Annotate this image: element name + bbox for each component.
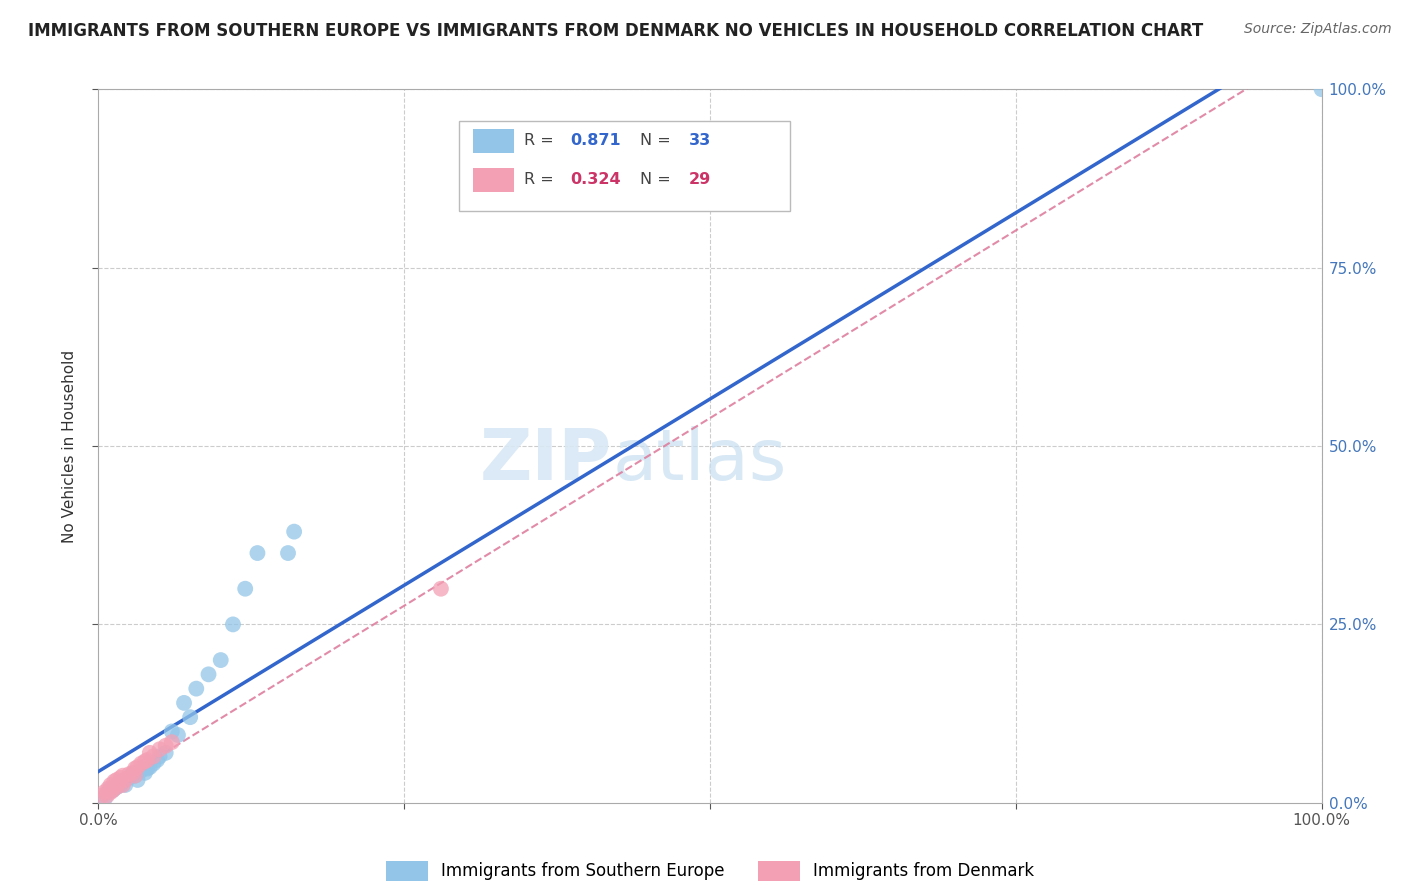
Point xyxy=(129,756,152,771)
Point xyxy=(110,771,132,785)
FancyBboxPatch shape xyxy=(460,121,790,211)
Point xyxy=(186,681,208,696)
Point xyxy=(222,617,245,632)
Point xyxy=(97,785,120,799)
Point xyxy=(149,742,172,756)
Point xyxy=(246,546,269,560)
Point xyxy=(142,749,165,764)
Point xyxy=(118,767,141,781)
Point xyxy=(105,780,128,794)
Point xyxy=(97,781,120,796)
FancyBboxPatch shape xyxy=(472,168,515,192)
Point xyxy=(1310,82,1333,96)
Point xyxy=(139,746,162,760)
Point xyxy=(105,772,128,787)
Point xyxy=(233,582,256,596)
Point xyxy=(142,756,165,771)
Point xyxy=(283,524,305,539)
Point xyxy=(118,771,141,785)
Text: atlas: atlas xyxy=(612,425,786,495)
Text: 0.324: 0.324 xyxy=(571,171,621,186)
Point xyxy=(209,653,232,667)
Text: ZIP: ZIP xyxy=(479,425,612,495)
Point xyxy=(160,724,183,739)
Point xyxy=(155,746,177,760)
Text: N =: N = xyxy=(640,171,676,186)
Point xyxy=(114,772,136,787)
Point xyxy=(105,780,128,794)
Text: IMMIGRANTS FROM SOUTHERN EUROPE VS IMMIGRANTS FROM DENMARK NO VEHICLES IN HOUSEH: IMMIGRANTS FROM SOUTHERN EUROPE VS IMMIG… xyxy=(28,22,1204,40)
Legend: Immigrants from Southern Europe, Immigrants from Denmark: Immigrants from Southern Europe, Immigra… xyxy=(380,855,1040,888)
Point xyxy=(430,582,453,596)
Point xyxy=(155,739,177,753)
Text: R =: R = xyxy=(524,171,560,186)
Text: 29: 29 xyxy=(689,171,711,186)
Y-axis label: No Vehicles in Household: No Vehicles in Household xyxy=(62,350,77,542)
Text: N =: N = xyxy=(640,133,676,148)
Point xyxy=(124,769,146,783)
Point xyxy=(173,696,195,710)
Point xyxy=(179,710,201,724)
Text: 33: 33 xyxy=(689,133,711,148)
Point xyxy=(100,781,122,796)
Point xyxy=(134,755,156,769)
Point xyxy=(111,769,134,783)
Point xyxy=(121,765,143,780)
Point xyxy=(91,789,114,803)
FancyBboxPatch shape xyxy=(472,129,515,153)
Point xyxy=(127,760,149,774)
Point xyxy=(93,785,115,799)
Point xyxy=(127,772,149,787)
Text: Source: ZipAtlas.com: Source: ZipAtlas.com xyxy=(1244,22,1392,37)
Point xyxy=(139,760,162,774)
Point xyxy=(160,735,183,749)
Point xyxy=(277,546,299,560)
Point xyxy=(96,789,118,803)
Point xyxy=(121,767,143,781)
Point xyxy=(93,792,115,806)
Point xyxy=(100,785,122,799)
Point xyxy=(108,776,131,790)
Point xyxy=(136,762,159,776)
Point xyxy=(101,783,124,797)
Point xyxy=(197,667,219,681)
Point xyxy=(146,753,169,767)
Point xyxy=(101,783,124,797)
Point xyxy=(149,749,172,764)
Point xyxy=(167,728,190,742)
Point xyxy=(100,778,122,792)
Point xyxy=(103,774,125,789)
Point xyxy=(110,778,132,792)
Point xyxy=(124,762,146,776)
Point xyxy=(114,778,136,792)
Point xyxy=(129,764,152,778)
Text: 0.871: 0.871 xyxy=(571,133,621,148)
Point xyxy=(124,769,146,783)
Text: R =: R = xyxy=(524,133,560,148)
Point xyxy=(111,774,134,789)
Point xyxy=(111,778,134,792)
Point xyxy=(134,765,156,780)
Point xyxy=(136,753,159,767)
